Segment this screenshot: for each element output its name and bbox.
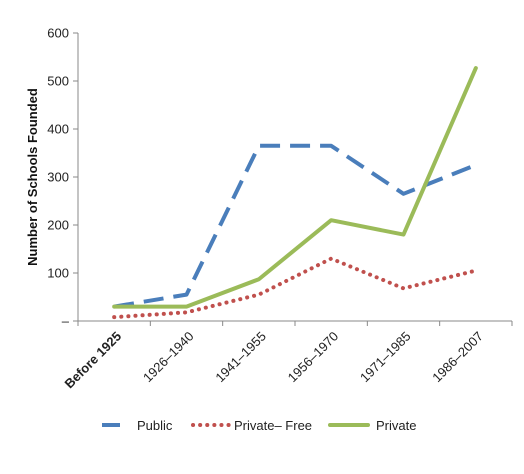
y-axis-title: Number of Schools Founded: [25, 88, 40, 266]
y-tick-label: 600: [47, 26, 69, 41]
series-line-public: [113, 143, 477, 309]
y-tick-label: –: [62, 314, 70, 329]
plot-lines: [112, 66, 478, 320]
x-tick-label: 1941–1955: [212, 329, 269, 386]
series-line-private: [112, 66, 478, 309]
axes: [77, 33, 512, 322]
x-tick-label: 1971–1985: [357, 329, 414, 386]
y-tick-label: 500: [47, 74, 69, 89]
series-line-private-free: [112, 256, 478, 320]
y-tick-label: 300: [47, 170, 69, 185]
legend: Public Private– Free Private: [102, 418, 416, 433]
y-tick-label: 200: [47, 218, 69, 233]
x-tick-label: Before 1925: [62, 329, 125, 392]
x-tick-label: 1956–1970: [285, 329, 342, 386]
x-ticks: Before 1925 1926–1940 1941–1955 1956–1970 19…: [62, 321, 513, 392]
legend-label: Private: [376, 418, 416, 433]
legend-label: Private– Free: [234, 418, 312, 433]
y-tick-label: 400: [47, 122, 69, 137]
legend-label: Public: [137, 418, 173, 433]
x-tick-label: 1926–1940: [140, 329, 197, 386]
y-tick-label: 100: [47, 266, 69, 281]
x-tick-label: 1986–2007: [429, 329, 486, 386]
y-ticks: – 100 200 300 400 500 600: [47, 26, 78, 329]
